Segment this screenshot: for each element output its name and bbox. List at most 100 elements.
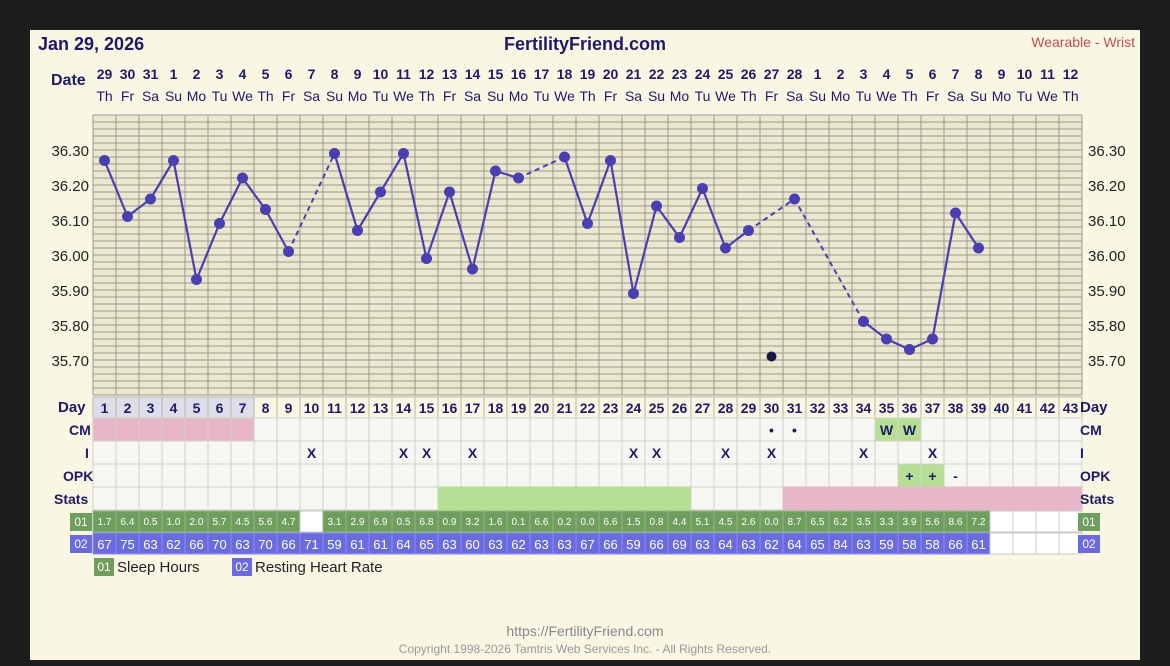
temp-point <box>444 186 455 198</box>
cm-cell <box>92 417 117 442</box>
opk-cell <box>253 463 278 488</box>
temp-point <box>651 200 662 212</box>
intercourse-cell <box>598 440 623 465</box>
cm-cell <box>437 417 462 442</box>
date-label: 1 <box>814 66 822 82</box>
cm-cell <box>828 417 853 442</box>
sleep-value: 0.9 <box>443 517 457 528</box>
intercourse-mark: X <box>859 445 869 461</box>
legend-sleep-label: Sleep Hours <box>117 559 200 576</box>
date-label: 5 <box>906 66 914 82</box>
y-tick-left: 35.90 <box>51 283 89 300</box>
weekday-label: We <box>876 88 897 104</box>
heart-value: 65 <box>419 537 433 552</box>
cycle-day-label: 42 <box>1040 400 1056 416</box>
temp-point <box>605 155 616 166</box>
stats-cell <box>276 486 301 511</box>
cycle-day-label: 30 <box>764 400 780 416</box>
temp-line-segment <box>701 188 727 249</box>
stats-cell <box>575 486 600 511</box>
cycle-day-label: 11 <box>327 400 342 416</box>
heart-value: 63 <box>143 537 157 552</box>
intercourse-cell <box>966 440 991 465</box>
heart-value: 63 <box>442 537 456 552</box>
y-tick-left: 36.00 <box>51 248 89 265</box>
cm-cell <box>391 417 416 442</box>
cycle-day-label: 20 <box>534 400 550 416</box>
temp-line-segment <box>195 223 221 280</box>
temp-gap-segment <box>287 153 336 252</box>
temp-point <box>881 333 892 345</box>
cycle-day-label: 43 <box>1063 400 1079 416</box>
date-label: 8 <box>975 66 983 82</box>
temp-point <box>467 263 478 275</box>
y-tick-right: 35.90 <box>1088 283 1126 300</box>
cm-cell <box>644 417 669 442</box>
heart-value: 63 <box>695 537 709 552</box>
source-label: Wearable - Wrist <box>1031 34 1135 50</box>
heart-cell <box>1012 532 1037 555</box>
y-tick-right: 36.20 <box>1088 178 1126 195</box>
opk-cell <box>138 463 163 488</box>
cycle-day-label: 26 <box>672 400 688 416</box>
cycle-day-label: 5 <box>193 400 201 416</box>
date-label: 9 <box>354 66 362 82</box>
cycle-day-label: 21 <box>557 400 573 416</box>
heart-value: 64 <box>787 537 801 552</box>
sleep-value: 6.2 <box>834 517 848 528</box>
sleep-value: 1.6 <box>489 517 503 528</box>
stats-cell <box>345 486 370 511</box>
weekday-label: Fr <box>443 88 457 104</box>
stats-cell <box>782 486 807 511</box>
date-label: 22 <box>649 66 665 82</box>
cycle-day-label: 3 <box>147 400 155 416</box>
temp-point <box>490 165 501 177</box>
intercourse-cell <box>690 440 715 465</box>
cm-cell <box>207 417 232 442</box>
stats-cell <box>828 486 853 511</box>
site-title: FertilityFriend.com <box>504 34 666 54</box>
temp-point <box>283 246 294 257</box>
temp-point <box>904 344 915 355</box>
intercourse-cell <box>92 440 117 465</box>
stats-cell <box>253 486 278 511</box>
cm-cell <box>920 417 945 442</box>
cycle-day-label: 33 <box>833 400 849 416</box>
legend-sleep-badge-text: 01 <box>97 560 111 574</box>
opk-cell <box>1012 463 1037 488</box>
heart-value: 66 <box>189 537 203 552</box>
sleep-value: 8.6 <box>949 517 963 528</box>
day-row-label-left: Day <box>58 399 86 416</box>
weekday-label: Tu <box>695 88 711 104</box>
date-label: 21 <box>626 66 642 82</box>
cycle-day-label: 27 <box>695 400 711 416</box>
temp-line-segment <box>448 191 474 270</box>
cycle-day-label: 34 <box>856 400 872 416</box>
date-label: 16 <box>511 66 527 82</box>
sleep-value: 8.7 <box>788 517 802 528</box>
temp-line-segment <box>471 170 497 270</box>
opk-cell <box>299 463 324 488</box>
y-tick-right: 36.00 <box>1088 248 1126 265</box>
date-label: 19 <box>580 66 596 82</box>
footer-url[interactable]: https://FertilityFriend.com <box>506 623 663 639</box>
intercourse-cell <box>667 440 692 465</box>
heart-badge-right <box>1078 535 1100 553</box>
cm-cell <box>575 417 600 442</box>
heart-cell <box>1035 532 1060 555</box>
chart-frame: Jan 29, 2026 FertilityFriend.com Wearabl… <box>30 30 1140 660</box>
temp-point <box>237 172 248 184</box>
date-label: 26 <box>741 66 757 82</box>
opk-value: + <box>928 468 936 484</box>
sleep-value: 2.0 <box>190 517 204 528</box>
sleep-value: 6.5 <box>811 517 825 528</box>
weekday-label: We <box>715 88 736 104</box>
cycle-day-label: 23 <box>603 400 619 416</box>
date-label: 3 <box>216 66 224 82</box>
cycle-day-label: 22 <box>580 400 596 416</box>
cm-cell <box>460 417 485 442</box>
temp-point <box>582 218 593 229</box>
opk-cell <box>989 463 1014 488</box>
date-label: 12 <box>419 66 435 82</box>
weekday-label: Th <box>740 88 756 104</box>
